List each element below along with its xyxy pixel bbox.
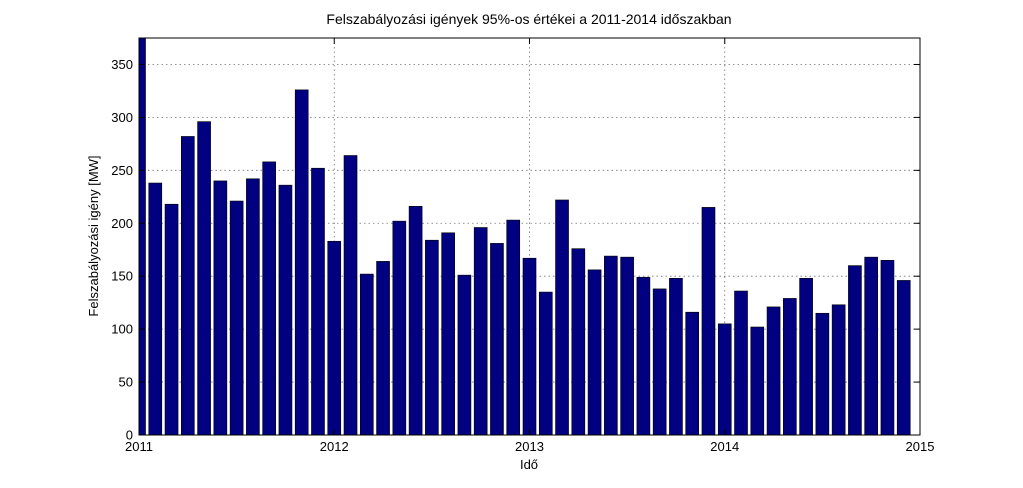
- bar: [848, 265, 862, 436]
- bar: [262, 161, 276, 436]
- bar: [138, 37, 146, 436]
- bar: [197, 121, 211, 436]
- bar: [343, 155, 358, 436]
- bar: [181, 136, 195, 436]
- bar: [246, 178, 260, 436]
- bar: [164, 203, 179, 436]
- y-tick-label: 300: [111, 110, 133, 125]
- bar: [392, 220, 407, 436]
- y-tick-label: 350: [111, 57, 133, 72]
- bar: [506, 219, 521, 436]
- chart-title: Felszabályozási igények 95%-os értékei a…: [326, 11, 731, 27]
- y-tick-label: 100: [111, 322, 133, 337]
- bar: [783, 298, 797, 436]
- bar: [587, 269, 602, 436]
- bar: [359, 273, 374, 436]
- x-tick-label: 2011: [125, 439, 153, 454]
- bar: [294, 89, 309, 436]
- y-tick-labels: 0 50 100 150 200 250 300 350: [111, 57, 133, 443]
- bar: [799, 278, 813, 436]
- bar: [148, 182, 163, 436]
- bar: [522, 257, 537, 436]
- bar: [880, 260, 895, 436]
- bar: [896, 280, 911, 436]
- x-tick-label: 2014: [710, 439, 739, 454]
- bar: [555, 199, 569, 436]
- x-tick-label: 2015: [906, 439, 935, 454]
- y-tick-label: 50: [119, 375, 133, 390]
- bar: [278, 184, 293, 436]
- bar: [831, 304, 846, 436]
- y-tick-label: 0: [126, 428, 133, 443]
- bar: [734, 290, 748, 436]
- bar: [620, 256, 634, 436]
- bar: [685, 311, 700, 436]
- bar: [701, 207, 716, 436]
- bar: [473, 227, 488, 436]
- y-tick-label: 250: [111, 163, 133, 178]
- bar: [571, 248, 586, 436]
- y-axis-label: Felszabályozási igény [MW]: [86, 155, 101, 316]
- bar: [750, 326, 765, 436]
- y-tick-label: 150: [111, 269, 133, 284]
- bar: [408, 206, 423, 436]
- bar: [766, 306, 781, 436]
- bars-layer: [138, 37, 911, 436]
- ticks-layer: [138, 38, 921, 436]
- x-tick-label: 2012: [320, 439, 349, 454]
- bar: [669, 278, 683, 436]
- bar: [815, 312, 830, 436]
- bar: [490, 243, 504, 436]
- bar: [457, 274, 472, 436]
- bar: [441, 232, 455, 436]
- bar: [311, 167, 325, 436]
- bar: [717, 323, 732, 436]
- x-tick-label: 2013: [515, 439, 544, 454]
- bar: [864, 256, 878, 436]
- x-axis-label: Idő: [520, 457, 538, 472]
- bar: [213, 180, 228, 436]
- bar: [425, 239, 439, 436]
- bar: [376, 261, 390, 436]
- grid-layer: [139, 38, 920, 435]
- y-tick-label: 200: [111, 216, 133, 231]
- bar: [652, 288, 667, 436]
- bar: [604, 255, 618, 436]
- bar: [229, 200, 244, 436]
- bar: [538, 291, 553, 436]
- bar: [636, 276, 651, 436]
- x-tick-labels: 2011 2012 2013 2014 2015: [125, 439, 934, 454]
- bar: [327, 240, 342, 436]
